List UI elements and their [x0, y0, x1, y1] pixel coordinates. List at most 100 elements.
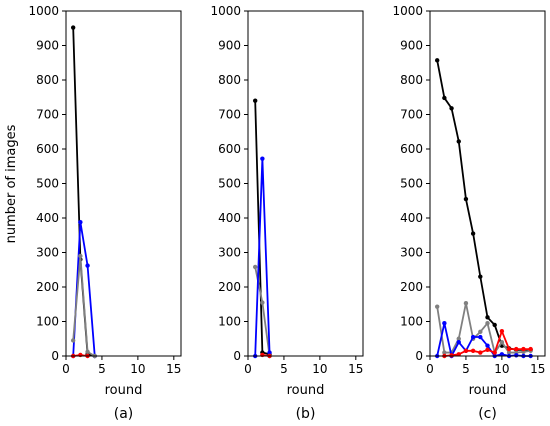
plot-frame — [247, 10, 364, 357]
x-tick-label: 5 — [280, 362, 288, 376]
data-point — [485, 321, 490, 326]
y-tick-label: 500 — [218, 177, 241, 191]
x-tick-label: 10 — [494, 362, 509, 376]
panel-caption: (a) — [114, 406, 134, 422]
data-point — [456, 336, 461, 341]
series-line — [72, 221, 96, 357]
data-point — [485, 347, 490, 352]
chart-panel-2: 0 100 200 300 400 500 600 700 800 900 1000 0 5 10 15 ro… — [210, 4, 364, 422]
y-tick-label: 600 — [400, 142, 423, 156]
data-point — [478, 334, 483, 340]
data-point — [506, 350, 512, 355]
data-point — [252, 98, 258, 103]
chart-panel-1: 0 100 200 300 400 500 600 700 800 900 1000 0 5 10 15 ro… — [28, 4, 182, 422]
series-1 — [434, 58, 533, 352]
data-point — [521, 346, 526, 352]
y-tick-label: 400 — [218, 211, 241, 225]
data-point — [485, 315, 490, 320]
data-point — [449, 106, 454, 111]
y-tick-label: 100 — [36, 315, 59, 329]
x-tick-label: 10 — [312, 362, 327, 376]
x-tick-label: 15 — [166, 362, 181, 376]
data-point — [492, 322, 497, 328]
data-point — [267, 350, 272, 355]
series-3 — [70, 253, 97, 359]
x-axis-label: round — [287, 383, 325, 398]
data-point — [470, 334, 476, 340]
x-axis-label: round — [469, 383, 507, 398]
y-tick-label: 800 — [36, 73, 59, 87]
y-tick-label: 100 — [400, 315, 423, 329]
y-tick-label: 500 — [400, 177, 423, 191]
data-point — [85, 349, 90, 355]
data-point — [434, 58, 440, 63]
series-line — [436, 302, 531, 354]
data-point — [499, 352, 505, 357]
data-point — [442, 350, 447, 355]
data-point — [434, 304, 440, 309]
x-tick-label: 0 — [244, 362, 252, 376]
data-point — [485, 343, 490, 348]
panel-caption: (c) — [478, 406, 497, 422]
data-point — [478, 274, 483, 279]
y-tick-label: 600 — [36, 142, 59, 156]
series-4 — [442, 328, 533, 359]
data-point — [78, 253, 83, 259]
data-point — [492, 350, 497, 355]
data-point — [463, 196, 469, 202]
chart-panel-3: 0 100 200 300 400 500 600 700 800 900 1000 0 5 10 15 ro… — [392, 4, 546, 422]
data-point — [470, 231, 476, 236]
data-point — [449, 353, 454, 358]
data-point — [478, 329, 483, 335]
data-point — [514, 346, 519, 352]
series-line — [436, 60, 531, 351]
y-tick-label: 1000 — [392, 4, 423, 18]
y-tick-label: 200 — [218, 280, 241, 294]
data-point — [260, 300, 265, 305]
y-tick-label: 300 — [36, 246, 59, 260]
data-point — [506, 346, 512, 352]
y-tick-label: 700 — [36, 108, 59, 122]
y-tick-label: 200 — [36, 280, 59, 294]
data-point — [463, 348, 469, 354]
data-point — [463, 301, 469, 306]
y-tick-label: 1000 — [28, 4, 59, 18]
y-tick-label: 900 — [218, 39, 241, 53]
x-tick-label: 5 — [462, 362, 470, 376]
data-point — [528, 346, 533, 352]
data-point — [478, 350, 483, 355]
y-tick-label: 400 — [36, 211, 59, 225]
data-point — [70, 338, 76, 343]
y-tick-label: 0 — [415, 349, 423, 363]
series-line — [72, 255, 96, 357]
x-axis-label: round — [105, 383, 143, 398]
data-point — [260, 352, 265, 358]
y-tick-label: 300 — [400, 246, 423, 260]
x-tick-label: 15 — [530, 362, 545, 376]
x-tick-label: 10 — [130, 362, 145, 376]
data-point — [514, 353, 519, 358]
data-point — [456, 352, 461, 357]
panel-caption: (b) — [296, 406, 316, 422]
plot-frame — [429, 10, 546, 357]
y-tick-label: 300 — [218, 246, 241, 260]
y-tick-label: 900 — [400, 39, 423, 53]
data-point — [470, 348, 476, 354]
data-point — [260, 156, 265, 161]
data-point — [78, 219, 83, 225]
y-tick-label: 700 — [400, 108, 423, 122]
data-point — [252, 264, 258, 270]
x-tick-label: 0 — [62, 362, 70, 376]
y-tick-label: 800 — [218, 73, 241, 87]
y-tick-label: 800 — [400, 73, 423, 87]
y-tick-label: 600 — [218, 142, 241, 156]
data-point — [78, 352, 83, 358]
data-point — [85, 263, 90, 268]
y-tick-label: 100 — [218, 315, 241, 329]
y-tick-label: 500 — [36, 177, 59, 191]
y-tick-label: 0 — [233, 349, 241, 363]
x-tick-label: 15 — [348, 362, 363, 376]
data-point — [442, 95, 447, 101]
